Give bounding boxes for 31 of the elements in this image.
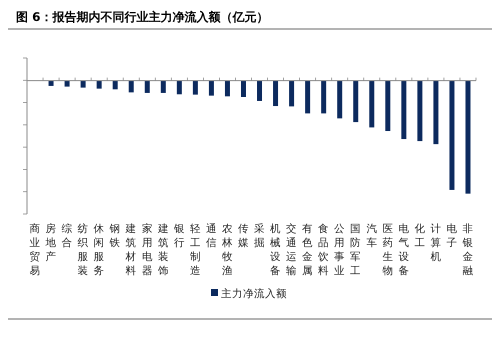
x-tick-label: 国防军工	[350, 223, 362, 277]
x-tick-label: 传媒	[238, 223, 249, 249]
x-tick-label: 公用事业	[334, 223, 346, 277]
chart-title: 图 6：报告期内不同行业主力净流入额（亿元）	[16, 10, 269, 24]
x-tick-label: 建筑装饰	[156, 222, 169, 277]
x-tick-label: 计算机	[430, 222, 442, 263]
legend-label: 主力净流入额	[221, 287, 287, 300]
x-tick-label: 电气设备	[398, 222, 410, 277]
x-tick-label: 交通运输	[286, 222, 298, 277]
x-tick-label: 农林牧渔	[220, 223, 233, 277]
x-tick-label: 有色金属	[302, 223, 314, 277]
x-tick-label: 纺织服装	[78, 222, 89, 277]
x-tick-label: 休闲服务	[94, 223, 105, 277]
x-tick-label: 通信	[206, 222, 217, 249]
x-tick-label: 采掘	[254, 222, 266, 249]
x-tick-label: 钢铁	[108, 223, 121, 249]
x-tick-label: 医药生物	[382, 223, 394, 277]
x-tick-label: 家用电器	[142, 222, 153, 277]
x-tick-label: 轻工制造	[190, 223, 201, 277]
x-tick-label: 综合	[62, 222, 73, 249]
x-tick-label: 电子	[446, 222, 458, 249]
x-tick-label: 机械设备	[270, 223, 282, 277]
x-tick-label: 商业贸易	[30, 222, 41, 277]
x-tick-label: 汽车	[366, 223, 378, 249]
x-tick-label: 房地产	[44, 222, 57, 263]
x-tick-label: 化工	[414, 223, 426, 249]
x-tick-label: 建筑材料	[124, 222, 137, 277]
x-tick-label: 非银金融	[461, 222, 474, 277]
legend: 主力净流入额	[211, 288, 287, 300]
x-tick-label: 食品饮料	[317, 223, 330, 277]
x-tick-label: 银行	[172, 223, 185, 249]
